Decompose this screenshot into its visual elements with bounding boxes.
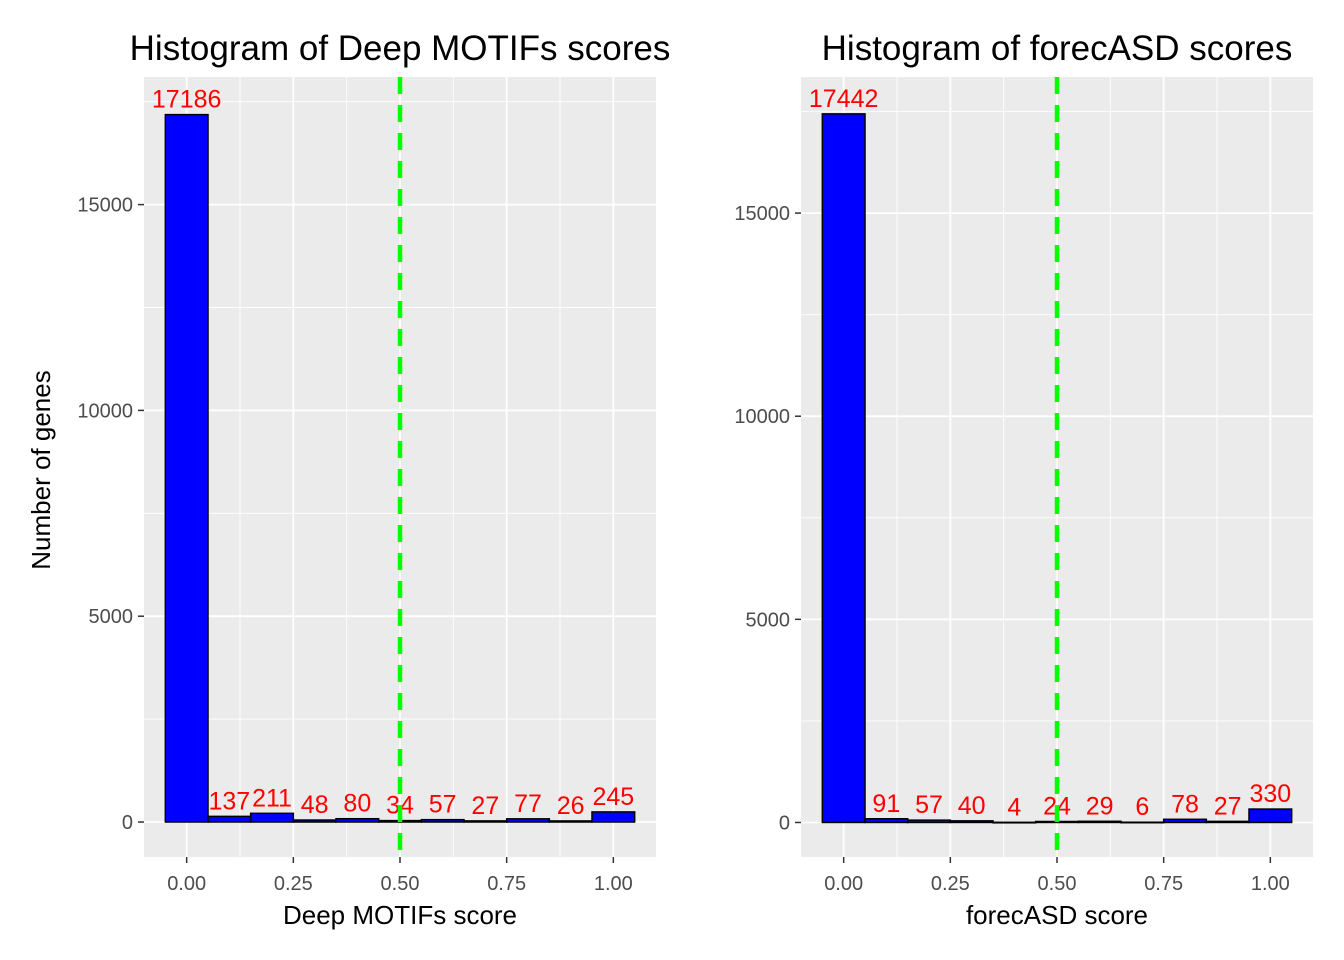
x-tick-label: 1.00 (1251, 873, 1290, 895)
y-axis-ticks: 0 5000 10000 15000 (77, 195, 144, 834)
bar-count-label: 27 (471, 792, 499, 820)
x-tick-label: 0.25 (274, 873, 313, 895)
histogram-bar (1077, 820, 1122, 824)
y-axis-ticks: 0 5000 10000 15000 (734, 203, 801, 834)
bar-count-label: 4 (1007, 793, 1021, 821)
chart-title: Histogram of forecASD scores (822, 29, 1293, 68)
histogram-bar (548, 820, 593, 823)
bar-count-label: 330 (1249, 780, 1291, 808)
bar-count-label: 78 (1171, 790, 1199, 818)
x-tick-label: 0.00 (824, 873, 863, 895)
bar-count-label: 17442 (809, 85, 879, 113)
x-axis-title: forecASD score (966, 900, 1148, 930)
histogram-bar (292, 819, 337, 823)
histogram-bar (505, 818, 551, 823)
chart-deep-motifs: Histogram of Deep MOTIFs scores 17186 137… (26, 29, 670, 930)
histogram-bar (821, 113, 866, 824)
histogram-bar (249, 812, 295, 823)
histogram-bar (420, 818, 465, 823)
bar-count-label: 48 (301, 791, 329, 819)
y-tick-label: 0 (122, 812, 133, 834)
bar-labels: 1718613721148803457277726245 (152, 86, 634, 820)
x-axis-ticks: 0.00 0.25 0.50 0.75 1.00 (824, 857, 1290, 895)
minor-gridlines-x (239, 77, 561, 857)
bar-count-label: 80 (343, 790, 371, 818)
y-tick-label: 10000 (734, 406, 790, 428)
bar-count-label: 211 (252, 784, 292, 812)
bar-count-label: 27 (1214, 792, 1242, 820)
x-tick-label: 0.50 (1038, 873, 1077, 895)
histogram-bar (864, 818, 909, 824)
x-tick-label: 0.25 (931, 873, 970, 895)
histogram-bar (1205, 820, 1250, 824)
histogram-bar (1162, 818, 1208, 824)
x-axis-title: Deep MOTIFs score (283, 900, 517, 930)
x-tick-label: 1.00 (594, 873, 633, 895)
bars (821, 113, 1293, 824)
x-tick-label: 0.50 (381, 873, 420, 895)
x-tick-label: 0.75 (1144, 873, 1183, 895)
y-axis-title: Number of genes (26, 370, 56, 569)
bar-count-label: 26 (557, 792, 585, 820)
histogram-bar (591, 811, 636, 823)
y-tick-label: 5000 (746, 609, 791, 631)
y-tick-label: 15000 (77, 195, 133, 217)
bars (164, 113, 636, 823)
histogram-bar (164, 113, 209, 823)
x-tick-label: 0.00 (167, 873, 206, 895)
y-tick-label: 5000 (89, 606, 134, 628)
minor-gridlines-x (896, 77, 1218, 857)
histogram-bar (949, 820, 994, 824)
bar-count-label: 245 (592, 783, 634, 811)
bar-count-label: 40 (958, 792, 986, 820)
bar-count-label: 57 (915, 791, 943, 819)
y-tick-label: 0 (779, 812, 790, 834)
bar-count-label: 57 (429, 791, 457, 819)
x-axis-ticks: 0.00 0.25 0.50 0.75 1.00 (167, 857, 633, 895)
bar-count-label: 77 (514, 790, 542, 818)
histogram-bar (906, 819, 952, 824)
bar-count-label: 29 (1086, 792, 1114, 820)
histogram-bar (1248, 808, 1293, 824)
chart-title: Histogram of Deep MOTIFs scores (130, 29, 671, 68)
histogram-bar (463, 820, 508, 823)
bar-count-label: 17186 (152, 86, 222, 114)
histogram-bar (1120, 821, 1165, 824)
histogram-bar (207, 815, 252, 823)
bar-count-label: 137 (208, 787, 250, 815)
bar-count-label: 6 (1135, 793, 1149, 821)
histogram-bar (335, 817, 380, 823)
histogram-bar (992, 821, 1037, 824)
y-tick-label: 10000 (77, 400, 133, 422)
x-tick-label: 0.75 (487, 873, 526, 895)
bar-count-label: 91 (872, 790, 900, 818)
y-tick-label: 15000 (734, 203, 790, 225)
